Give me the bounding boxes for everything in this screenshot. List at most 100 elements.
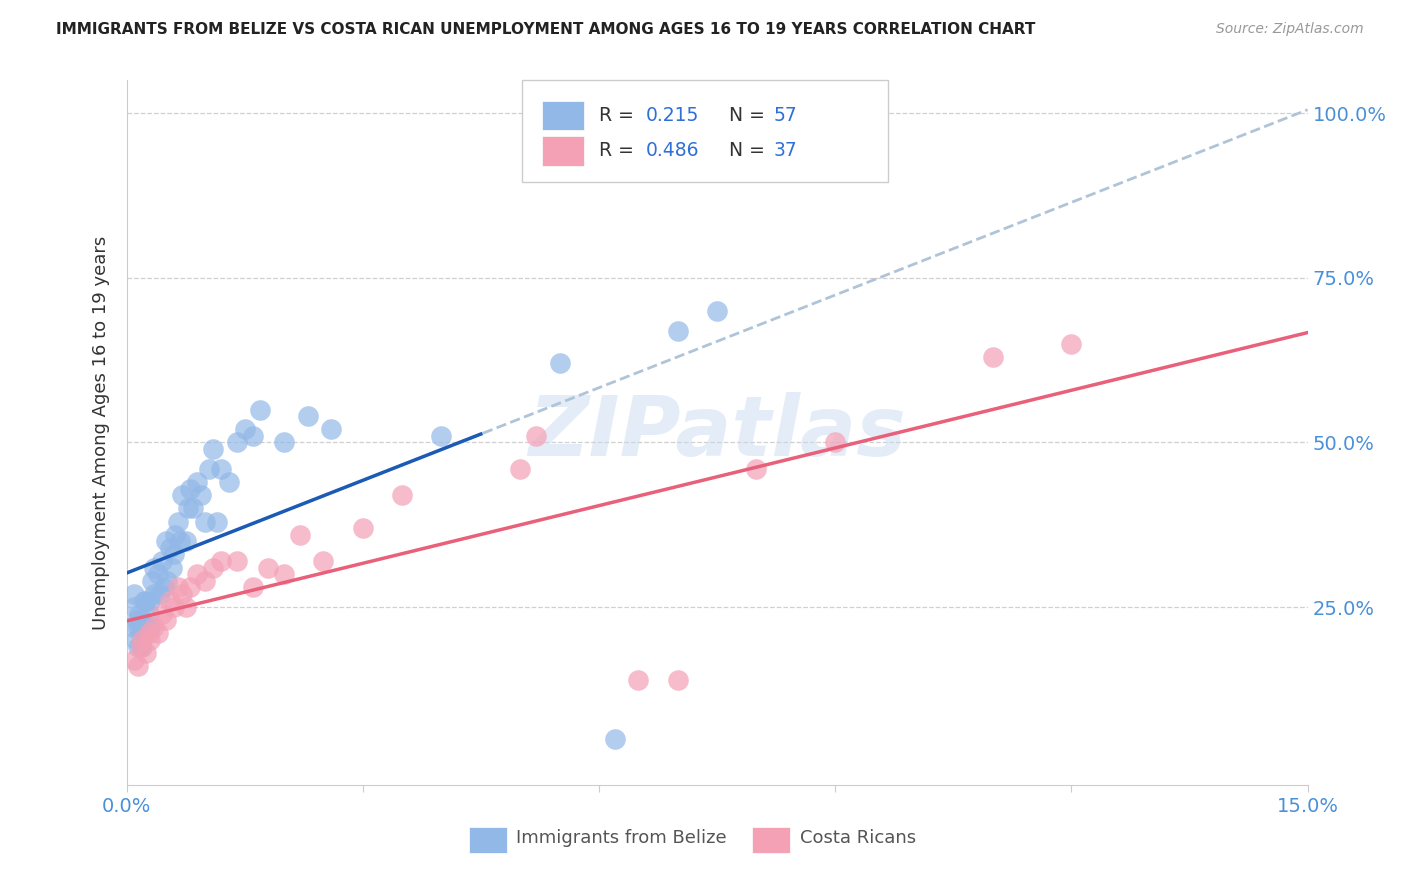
Point xyxy=(166,581,188,595)
FancyBboxPatch shape xyxy=(522,80,889,183)
Point xyxy=(177,501,200,516)
Point xyxy=(186,475,208,489)
Point xyxy=(430,429,453,443)
Text: Costa Ricans: Costa Ricans xyxy=(800,829,915,847)
Point xyxy=(156,574,179,588)
Point xyxy=(225,435,247,450)
Point xyxy=(233,422,256,436)
Point xyxy=(149,587,172,601)
Point xyxy=(170,587,193,601)
FancyBboxPatch shape xyxy=(752,827,790,854)
Point xyxy=(509,462,531,476)
Text: 37: 37 xyxy=(773,141,797,161)
Point xyxy=(131,640,153,654)
Point xyxy=(127,620,149,634)
Point xyxy=(150,607,173,621)
Point xyxy=(202,560,225,574)
Point xyxy=(745,462,768,476)
Point xyxy=(297,409,319,424)
Y-axis label: Unemployment Among Ages 16 to 19 years: Unemployment Among Ages 16 to 19 years xyxy=(91,235,110,630)
Point xyxy=(242,581,264,595)
Point xyxy=(160,560,183,574)
Point xyxy=(163,548,186,562)
Text: ZIPatlas: ZIPatlas xyxy=(529,392,905,473)
Point xyxy=(183,501,205,516)
Point xyxy=(198,462,221,476)
Point xyxy=(141,574,163,588)
Point xyxy=(352,521,374,535)
Point xyxy=(146,567,169,582)
Point xyxy=(194,515,217,529)
FancyBboxPatch shape xyxy=(470,827,506,854)
Point xyxy=(124,653,146,667)
Point xyxy=(124,600,146,615)
Point xyxy=(159,541,181,555)
Point xyxy=(129,640,152,654)
Point xyxy=(131,633,153,648)
Point xyxy=(135,620,157,634)
Point xyxy=(143,620,166,634)
Point xyxy=(174,534,197,549)
Point xyxy=(170,488,193,502)
Point xyxy=(273,435,295,450)
Point xyxy=(524,429,547,443)
Point xyxy=(165,527,187,541)
Point xyxy=(666,324,689,338)
Point xyxy=(190,488,212,502)
Text: N =: N = xyxy=(728,141,770,161)
Point xyxy=(249,402,271,417)
Point xyxy=(273,567,295,582)
Point xyxy=(127,640,149,654)
Point xyxy=(205,515,228,529)
Point xyxy=(194,574,217,588)
Point xyxy=(135,646,157,660)
Point xyxy=(138,607,160,621)
Point xyxy=(169,534,191,549)
Point xyxy=(125,633,148,648)
Point xyxy=(321,422,343,436)
Point xyxy=(242,429,264,443)
Point xyxy=(155,534,177,549)
Point xyxy=(139,633,162,648)
Point xyxy=(666,673,689,687)
Point xyxy=(288,527,311,541)
Point xyxy=(163,600,186,615)
Point xyxy=(225,554,247,568)
Point xyxy=(218,475,240,489)
Point xyxy=(166,515,188,529)
Point xyxy=(174,600,197,615)
Text: R =: R = xyxy=(599,141,640,161)
Point xyxy=(179,482,201,496)
Point xyxy=(153,581,176,595)
Point xyxy=(125,613,148,627)
Point xyxy=(824,435,846,450)
Point xyxy=(209,554,232,568)
Point xyxy=(1060,336,1083,351)
Point xyxy=(257,560,280,574)
Point xyxy=(146,626,169,640)
Point xyxy=(132,593,155,607)
Point xyxy=(139,620,162,634)
FancyBboxPatch shape xyxy=(543,101,583,130)
Point xyxy=(128,607,150,621)
Text: Source: ZipAtlas.com: Source: ZipAtlas.com xyxy=(1216,22,1364,37)
Point xyxy=(186,567,208,582)
Point xyxy=(139,593,162,607)
Point xyxy=(603,731,626,746)
FancyBboxPatch shape xyxy=(543,136,583,166)
Text: Immigrants from Belize: Immigrants from Belize xyxy=(516,829,727,847)
Text: R =: R = xyxy=(599,106,640,125)
Point xyxy=(981,350,1004,364)
Point xyxy=(138,626,160,640)
Point xyxy=(179,581,201,595)
Point xyxy=(129,626,152,640)
Point xyxy=(143,560,166,574)
Point xyxy=(121,620,143,634)
Text: 0.486: 0.486 xyxy=(647,141,700,161)
Point xyxy=(312,554,335,568)
Point xyxy=(124,587,146,601)
Point xyxy=(127,659,149,673)
Text: 0.215: 0.215 xyxy=(647,106,700,125)
Point xyxy=(202,442,225,456)
Text: 57: 57 xyxy=(773,106,797,125)
